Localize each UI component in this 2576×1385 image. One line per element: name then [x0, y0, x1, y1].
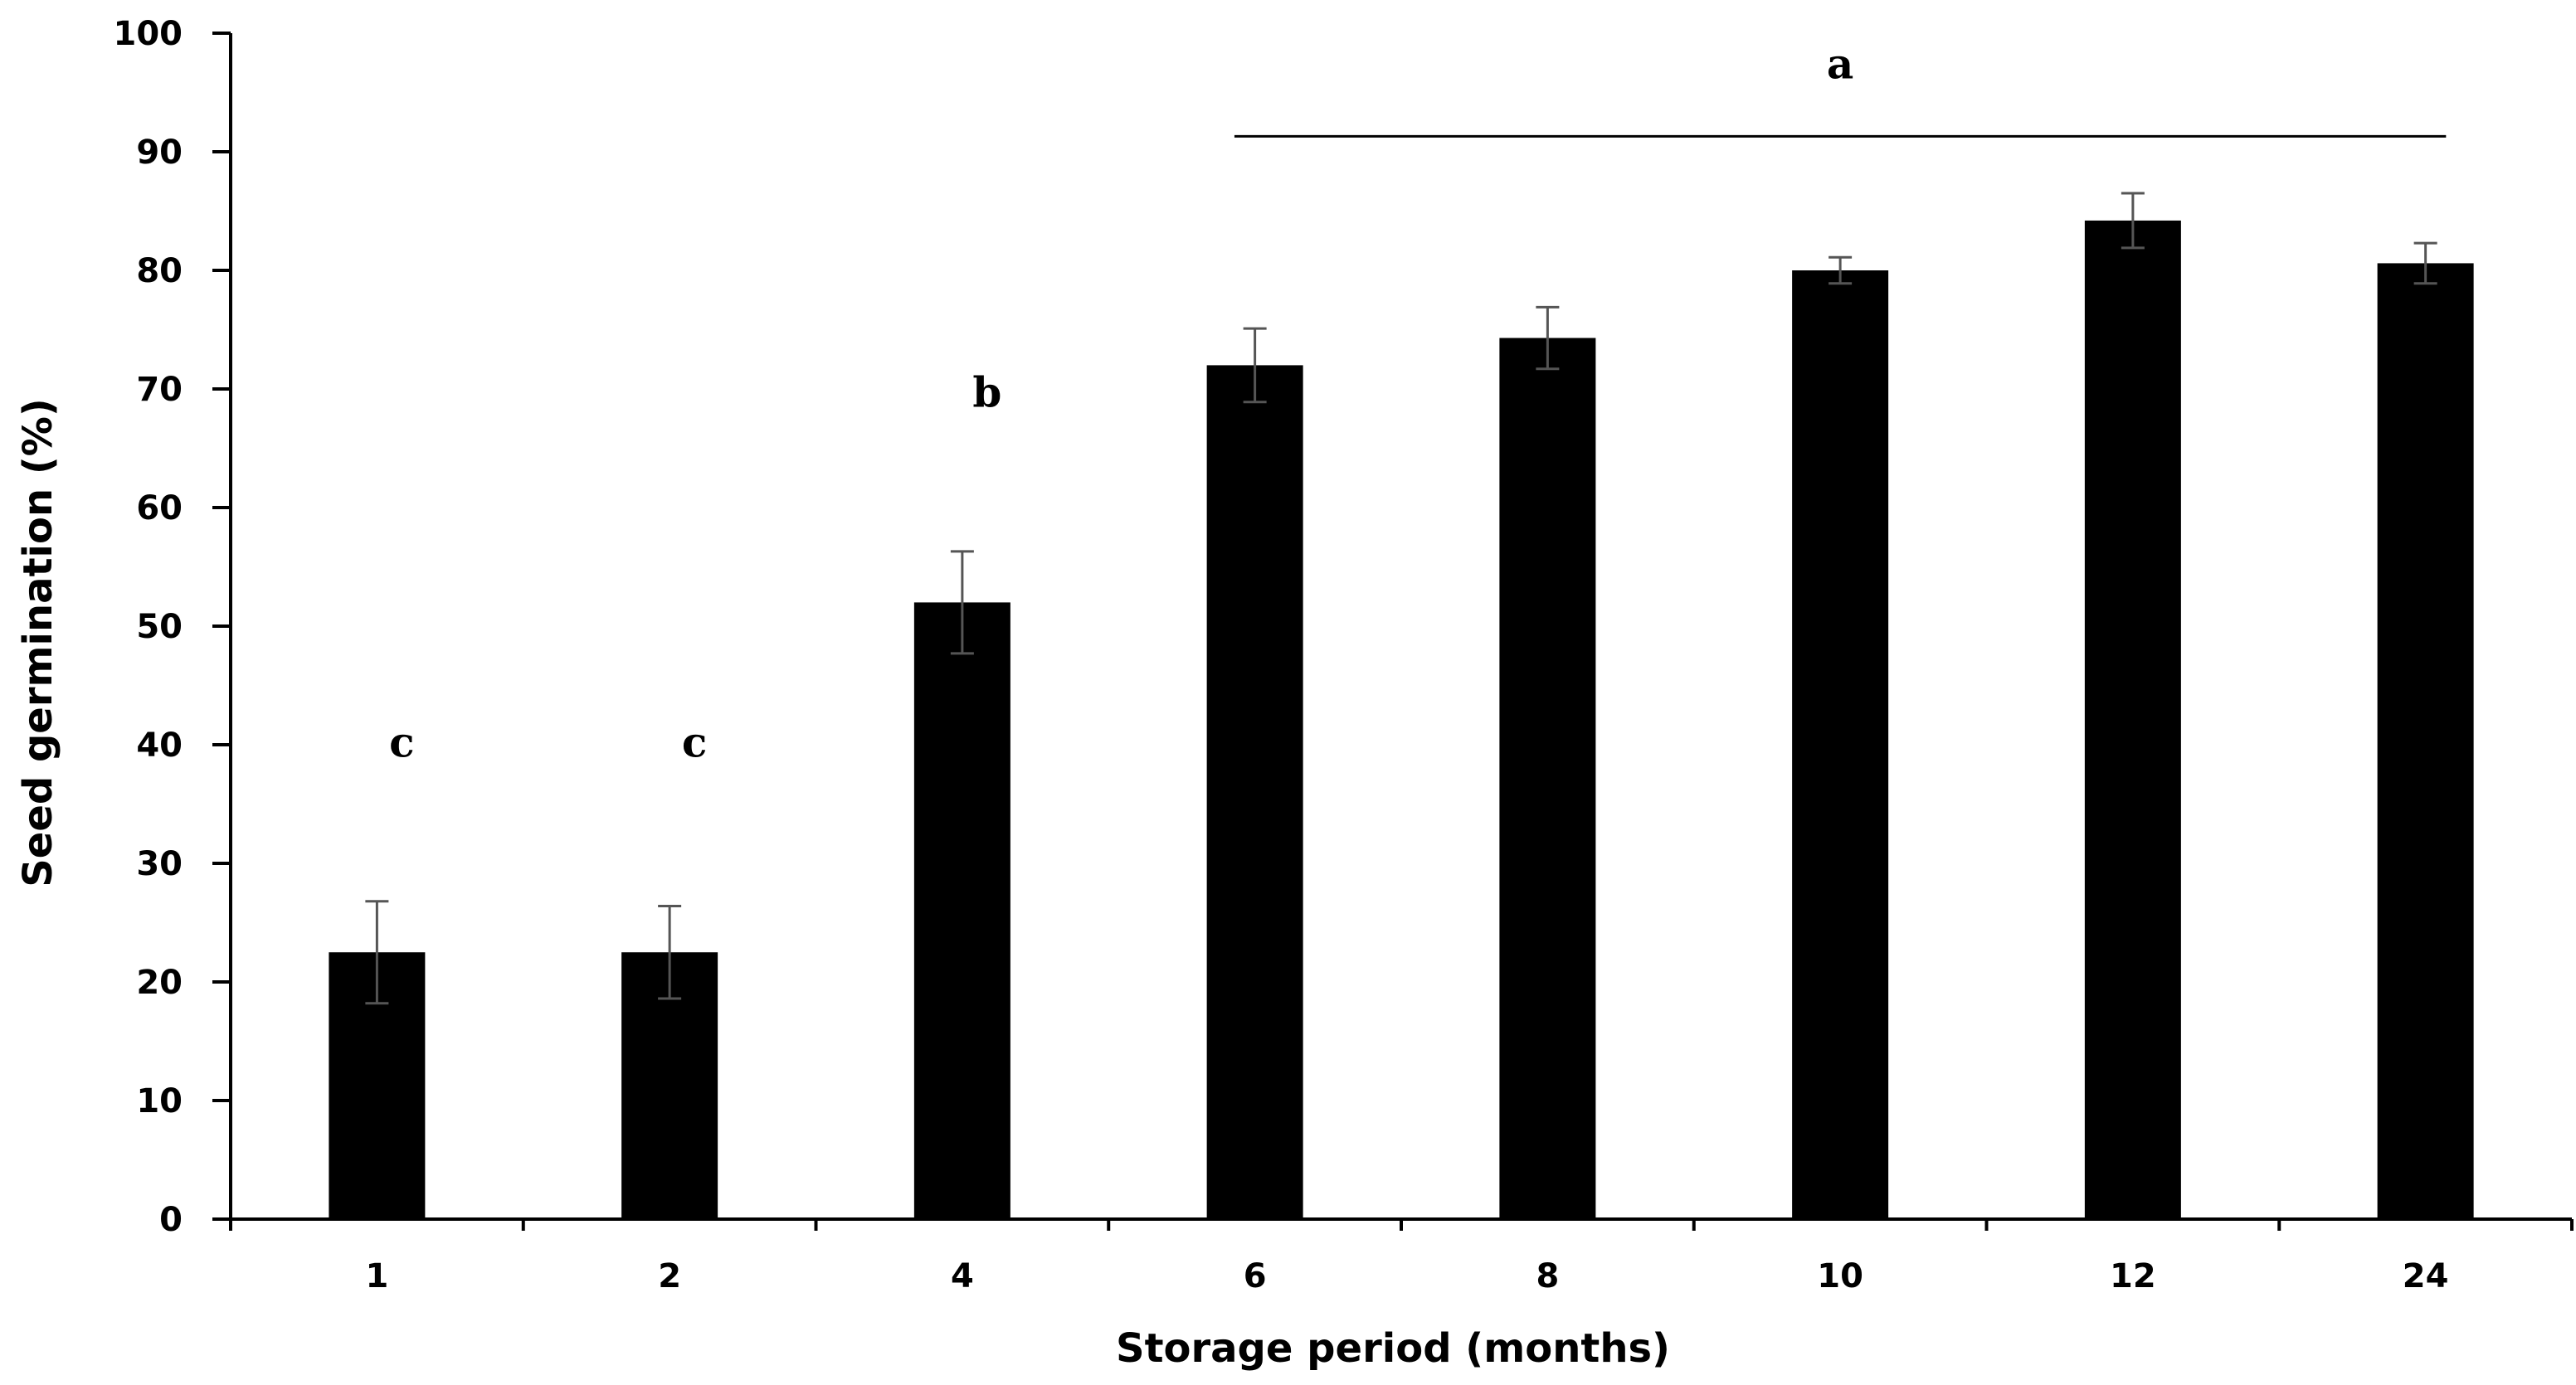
- bar: [1792, 270, 1889, 1219]
- bar: [913, 602, 1010, 1219]
- bars-layer: [329, 220, 2474, 1220]
- x-tick-label: 2: [658, 1257, 681, 1295]
- y-ticks-layer: 0 10 20 30 40 50 60 70 80 90 100: [114, 15, 231, 1239]
- significance-letter: b: [972, 367, 1001, 416]
- y-tick-label: 60: [136, 489, 183, 527]
- y-tick-label: 20: [136, 964, 183, 1002]
- bar: [2084, 220, 2181, 1220]
- significance-letter: c: [389, 717, 414, 766]
- y-tick-label: 70: [136, 371, 183, 409]
- significance-letter: c: [682, 717, 707, 766]
- x-ticks-layer: 1 2 4 6 8 10 12 24: [229, 1219, 2574, 1295]
- y-tick-label: 50: [136, 608, 183, 646]
- bar: [2377, 263, 2474, 1219]
- y-tick-label: 30: [136, 845, 183, 883]
- y-tick-label: 80: [136, 252, 183, 290]
- x-tick-label: 8: [1536, 1257, 1559, 1295]
- bar: [1499, 338, 1596, 1219]
- significance-layer: c c b a: [389, 39, 2447, 766]
- x-tick-label: 12: [2110, 1257, 2156, 1295]
- axes-layer: [229, 33, 2572, 1221]
- x-tick-label: 4: [951, 1257, 974, 1295]
- x-tick-label: 6: [1244, 1257, 1267, 1295]
- y-axis-title: Seed germination (%): [15, 398, 61, 887]
- x-tick-label: 10: [1817, 1257, 1863, 1295]
- significance-group-letter: a: [1827, 39, 1853, 88]
- y-tick-label: 0: [159, 1201, 183, 1239]
- y-tick-label: 90: [136, 134, 183, 172]
- y-tick-label: 10: [136, 1082, 183, 1120]
- x-tick-label: 24: [2403, 1257, 2449, 1295]
- y-tick-label: 100: [114, 15, 183, 53]
- x-axis-title: Storage period (months): [1116, 1325, 1670, 1372]
- error-bars-layer: [365, 192, 2437, 1005]
- y-tick-label: 40: [136, 727, 183, 765]
- bar: [1206, 365, 1303, 1219]
- x-tick-label: 1: [365, 1257, 388, 1295]
